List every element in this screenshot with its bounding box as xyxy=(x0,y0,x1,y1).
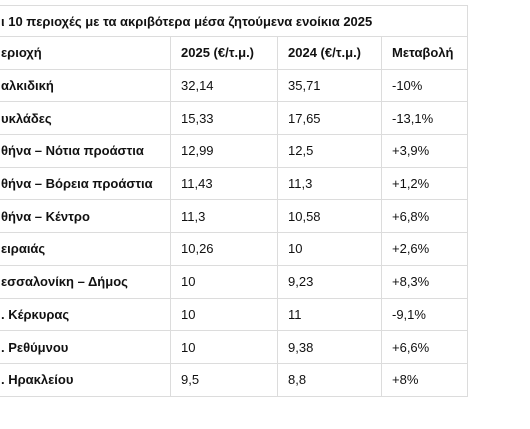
value-cell: +6,8% xyxy=(381,199,468,234)
value-cell: 10,58 xyxy=(277,199,382,234)
region-cell: υκλάδες xyxy=(0,101,171,136)
region-cell: θήνα – Κέντρο xyxy=(0,199,171,234)
header-cell: 2024 (€/τ.μ.) xyxy=(277,36,382,70)
table-row: . Κέρκυρας 10 11 -9,1% xyxy=(0,297,468,332)
value-cell: 10 xyxy=(170,264,278,299)
table-row: αλκιδική 32,14 35,71 -10% xyxy=(0,68,468,103)
header-cell: εριοχή xyxy=(0,36,171,70)
value-cell: +2,6% xyxy=(381,232,468,266)
table-body: ι 10 περιοχές με τα ακριβότερα μέσα ζητο… xyxy=(0,5,468,397)
table-row: υκλάδες 15,33 17,65 -13,1% xyxy=(0,101,468,136)
region-cell: . Ρεθύμνου xyxy=(0,330,171,364)
region-cell: εσσαλονίκη – Δήμος xyxy=(0,264,171,299)
table-row: . Ηρακλείου 9,5 8,8 +8% xyxy=(0,362,468,397)
region-cell: . Κέρκυρας xyxy=(0,297,171,332)
table-title: ι 10 περιοχές με τα ακριβότερα μέσα ζητο… xyxy=(0,5,468,37)
region-cell: θήνα – Νότια προάστια xyxy=(0,134,171,168)
region-cell: θήνα – Βόρεια προάστια xyxy=(0,166,171,201)
table-row: θήνα – Κέντρο 11,3 10,58 +6,8% xyxy=(0,199,468,234)
value-cell: 32,14 xyxy=(170,68,278,103)
value-cell: 17,65 xyxy=(277,101,382,136)
value-cell: 35,71 xyxy=(277,68,382,103)
table-row: εσσαλονίκη – Δήμος 10 9,23 +8,3% xyxy=(0,264,468,299)
value-cell: 9,23 xyxy=(277,264,382,299)
value-cell: 10 xyxy=(277,232,382,266)
value-cell: 10 xyxy=(170,297,278,332)
value-cell: +8% xyxy=(381,362,468,397)
table-row: ειραιάς 10,26 10 +2,6% xyxy=(0,232,468,266)
value-cell: -13,1% xyxy=(381,101,468,136)
value-cell: 8,8 xyxy=(277,362,382,397)
header-cell: Μεταβολή xyxy=(381,36,468,70)
value-cell: 11,3 xyxy=(170,199,278,234)
header-cell: 2025 (€/τ.μ.) xyxy=(170,36,278,70)
value-cell: 12,5 xyxy=(277,134,382,168)
table-row: θήνα – Βόρεια προάστια 11,43 11,3 +1,2% xyxy=(0,166,468,201)
value-cell: 11,3 xyxy=(277,166,382,201)
value-cell: 15,33 xyxy=(170,101,278,136)
region-cell: ειραιάς xyxy=(0,232,171,266)
value-cell: +8,3% xyxy=(381,264,468,299)
region-cell: αλκιδική xyxy=(0,68,171,103)
value-cell: +6,6% xyxy=(381,330,468,364)
value-cell: +3,9% xyxy=(381,134,468,168)
value-cell: -10% xyxy=(381,68,468,103)
region-cell: . Ηρακλείου xyxy=(0,362,171,397)
table-row: θήνα – Νότια προάστια 12,99 12,5 +3,9% xyxy=(0,134,468,168)
header-row: εριοχή 2025 (€/τ.μ.) 2024 (€/τ.μ.) Μεταβολή xyxy=(0,36,468,70)
table-row: . Ρεθύμνου 10 9,38 +6,6% xyxy=(0,330,468,364)
value-cell: 9,5 xyxy=(170,362,278,397)
value-cell: 12,99 xyxy=(170,134,278,168)
value-cell: 11 xyxy=(277,297,382,332)
rent-table: ι 10 περιοχές με τα ακριβότερα μέσα ζητο… xyxy=(0,5,468,397)
title-row: ι 10 περιοχές με τα ακριβότερα μέσα ζητο… xyxy=(0,5,468,37)
value-cell: 11,43 xyxy=(170,166,278,201)
value-cell: 9,38 xyxy=(277,330,382,364)
value-cell: -9,1% xyxy=(381,297,468,332)
value-cell: 10,26 xyxy=(170,232,278,266)
value-cell: 10 xyxy=(170,330,278,364)
value-cell: +1,2% xyxy=(381,166,468,201)
